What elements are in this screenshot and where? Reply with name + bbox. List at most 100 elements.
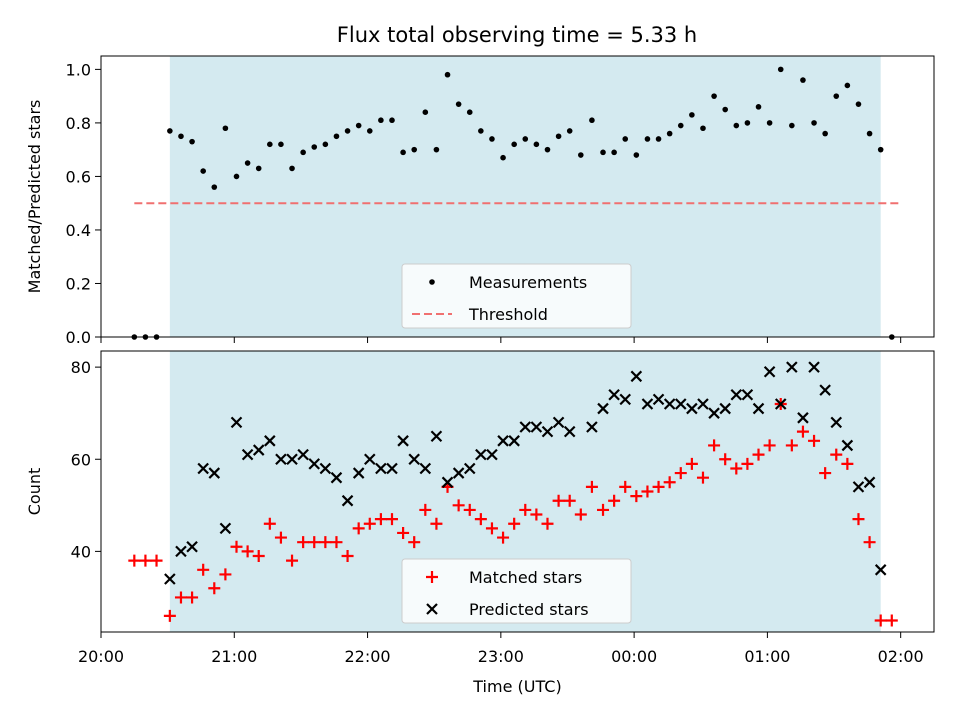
matched-stars-point xyxy=(863,536,876,549)
matched-stars-point xyxy=(150,554,163,567)
matched-stars-point xyxy=(430,517,443,530)
measurement-point xyxy=(744,120,751,126)
measurement-point xyxy=(722,106,728,113)
matched-stars-point xyxy=(796,425,809,438)
ratio-panel: 0.0 0.2 0.4 0.6 0.8 1.0 Matched/Predicted star… xyxy=(25,55,935,347)
predicted-stars-point xyxy=(786,361,798,373)
predicted-stars-point xyxy=(752,402,765,415)
predicted-stars-point xyxy=(264,435,276,447)
predicted-stars-point xyxy=(308,458,321,470)
matched-stars-point xyxy=(608,494,621,507)
predicted-stars-point xyxy=(519,421,532,433)
measurement-point xyxy=(544,146,551,153)
predicted-stars-point xyxy=(608,388,620,401)
matched-stars-point xyxy=(463,503,476,516)
predicted-stars-point xyxy=(719,402,731,415)
predicted-stars-point xyxy=(352,467,365,479)
predicted-stars-point xyxy=(430,430,443,442)
matched-stars-point xyxy=(730,462,743,475)
legend-box xyxy=(401,263,632,329)
predicted-stars-point xyxy=(697,398,709,410)
matched-stars-point xyxy=(619,480,632,493)
predicted-stars-point xyxy=(341,494,354,507)
plot-frame xyxy=(100,350,935,633)
measurement-point xyxy=(533,141,540,148)
matched-stars-point xyxy=(474,513,487,526)
matched-stars-point xyxy=(630,490,643,503)
predicted-stars-point xyxy=(364,453,376,466)
y-tick-label: 40 xyxy=(71,542,91,561)
chart-title: Flux total observing time = 5.33 h xyxy=(337,23,697,47)
measurement-point xyxy=(655,136,662,142)
predicted-stars-point xyxy=(408,453,420,466)
measurement-point xyxy=(178,133,184,140)
predicted-stars-point xyxy=(541,425,554,438)
measurement-point xyxy=(855,101,862,107)
measurement-point xyxy=(833,93,840,99)
x-axis-label: Time (UTC) xyxy=(472,677,561,696)
predicted-stars-point xyxy=(730,388,743,401)
measurement-point xyxy=(877,146,884,153)
predicted-stars-point xyxy=(874,564,887,576)
predicted-stars-point xyxy=(275,453,287,466)
measurement-point xyxy=(522,136,529,142)
y-tick-label: 0.6 xyxy=(66,167,91,186)
plot-frame xyxy=(100,55,935,338)
predicted-stars-point xyxy=(508,435,520,447)
measurement-point xyxy=(411,146,418,153)
measurement-point xyxy=(400,149,406,156)
matched-stars-point xyxy=(763,439,776,452)
matched-stars-point xyxy=(597,503,610,516)
measurement-point xyxy=(222,125,229,132)
predicted-stars-point xyxy=(419,462,432,475)
measurement-point xyxy=(733,122,740,129)
measurement-point xyxy=(511,141,517,148)
measurement-point xyxy=(622,136,629,142)
predicted-stars-point xyxy=(663,398,676,410)
measurement-point xyxy=(766,120,773,126)
measurement-point xyxy=(378,117,384,124)
matched-stars-point xyxy=(252,549,265,562)
measurement-point xyxy=(355,122,362,129)
measurement-point xyxy=(811,120,817,126)
legend-predicted-marker xyxy=(426,603,438,615)
predicted-stars-point xyxy=(763,365,776,378)
x-tick-label: 22:00 xyxy=(345,647,391,666)
matched-stars-point xyxy=(497,531,510,544)
predicted-stars-point xyxy=(230,416,243,429)
matched-stars-point xyxy=(563,494,576,507)
matched-stars-point xyxy=(319,536,332,549)
matched-stars-point xyxy=(297,536,310,549)
predicted-stars-point xyxy=(686,402,698,415)
predicted-stars-point xyxy=(797,412,809,424)
matched-stars-point xyxy=(552,494,565,507)
predicted-stars-point xyxy=(641,398,654,410)
measurement-point xyxy=(278,141,284,148)
predicted-stars-point xyxy=(319,462,332,475)
predicted-stars-point xyxy=(286,453,298,466)
matched-stars-point xyxy=(485,522,498,535)
matched-stars-point xyxy=(641,485,654,498)
predicted-stars-point xyxy=(186,541,198,553)
measurement-point xyxy=(677,122,684,129)
matched-stars-point xyxy=(719,453,732,466)
measurement-point xyxy=(644,136,651,142)
matched-stars-point xyxy=(685,457,698,470)
predicted-stars-point xyxy=(497,435,509,447)
x-tick-label: 02:00 xyxy=(878,647,924,666)
measurement-point xyxy=(478,128,484,134)
predicted-stars-point xyxy=(819,384,831,396)
measurement-point xyxy=(711,93,717,99)
matched-stars-point xyxy=(139,554,152,567)
matched-stars-point xyxy=(286,554,299,567)
measurement-point xyxy=(555,133,562,140)
predicted-stars-point xyxy=(552,416,565,429)
predicted-stars-point xyxy=(841,439,854,452)
y-tick-label: 0.8 xyxy=(66,114,91,133)
measurement-point xyxy=(311,144,318,150)
legend-entry-label: Measurements xyxy=(469,273,587,292)
predicted-stars-point xyxy=(530,421,543,433)
matched-stars-point xyxy=(341,549,354,562)
y-tick-label: 60 xyxy=(71,450,91,469)
matched-stars-point xyxy=(219,568,232,581)
